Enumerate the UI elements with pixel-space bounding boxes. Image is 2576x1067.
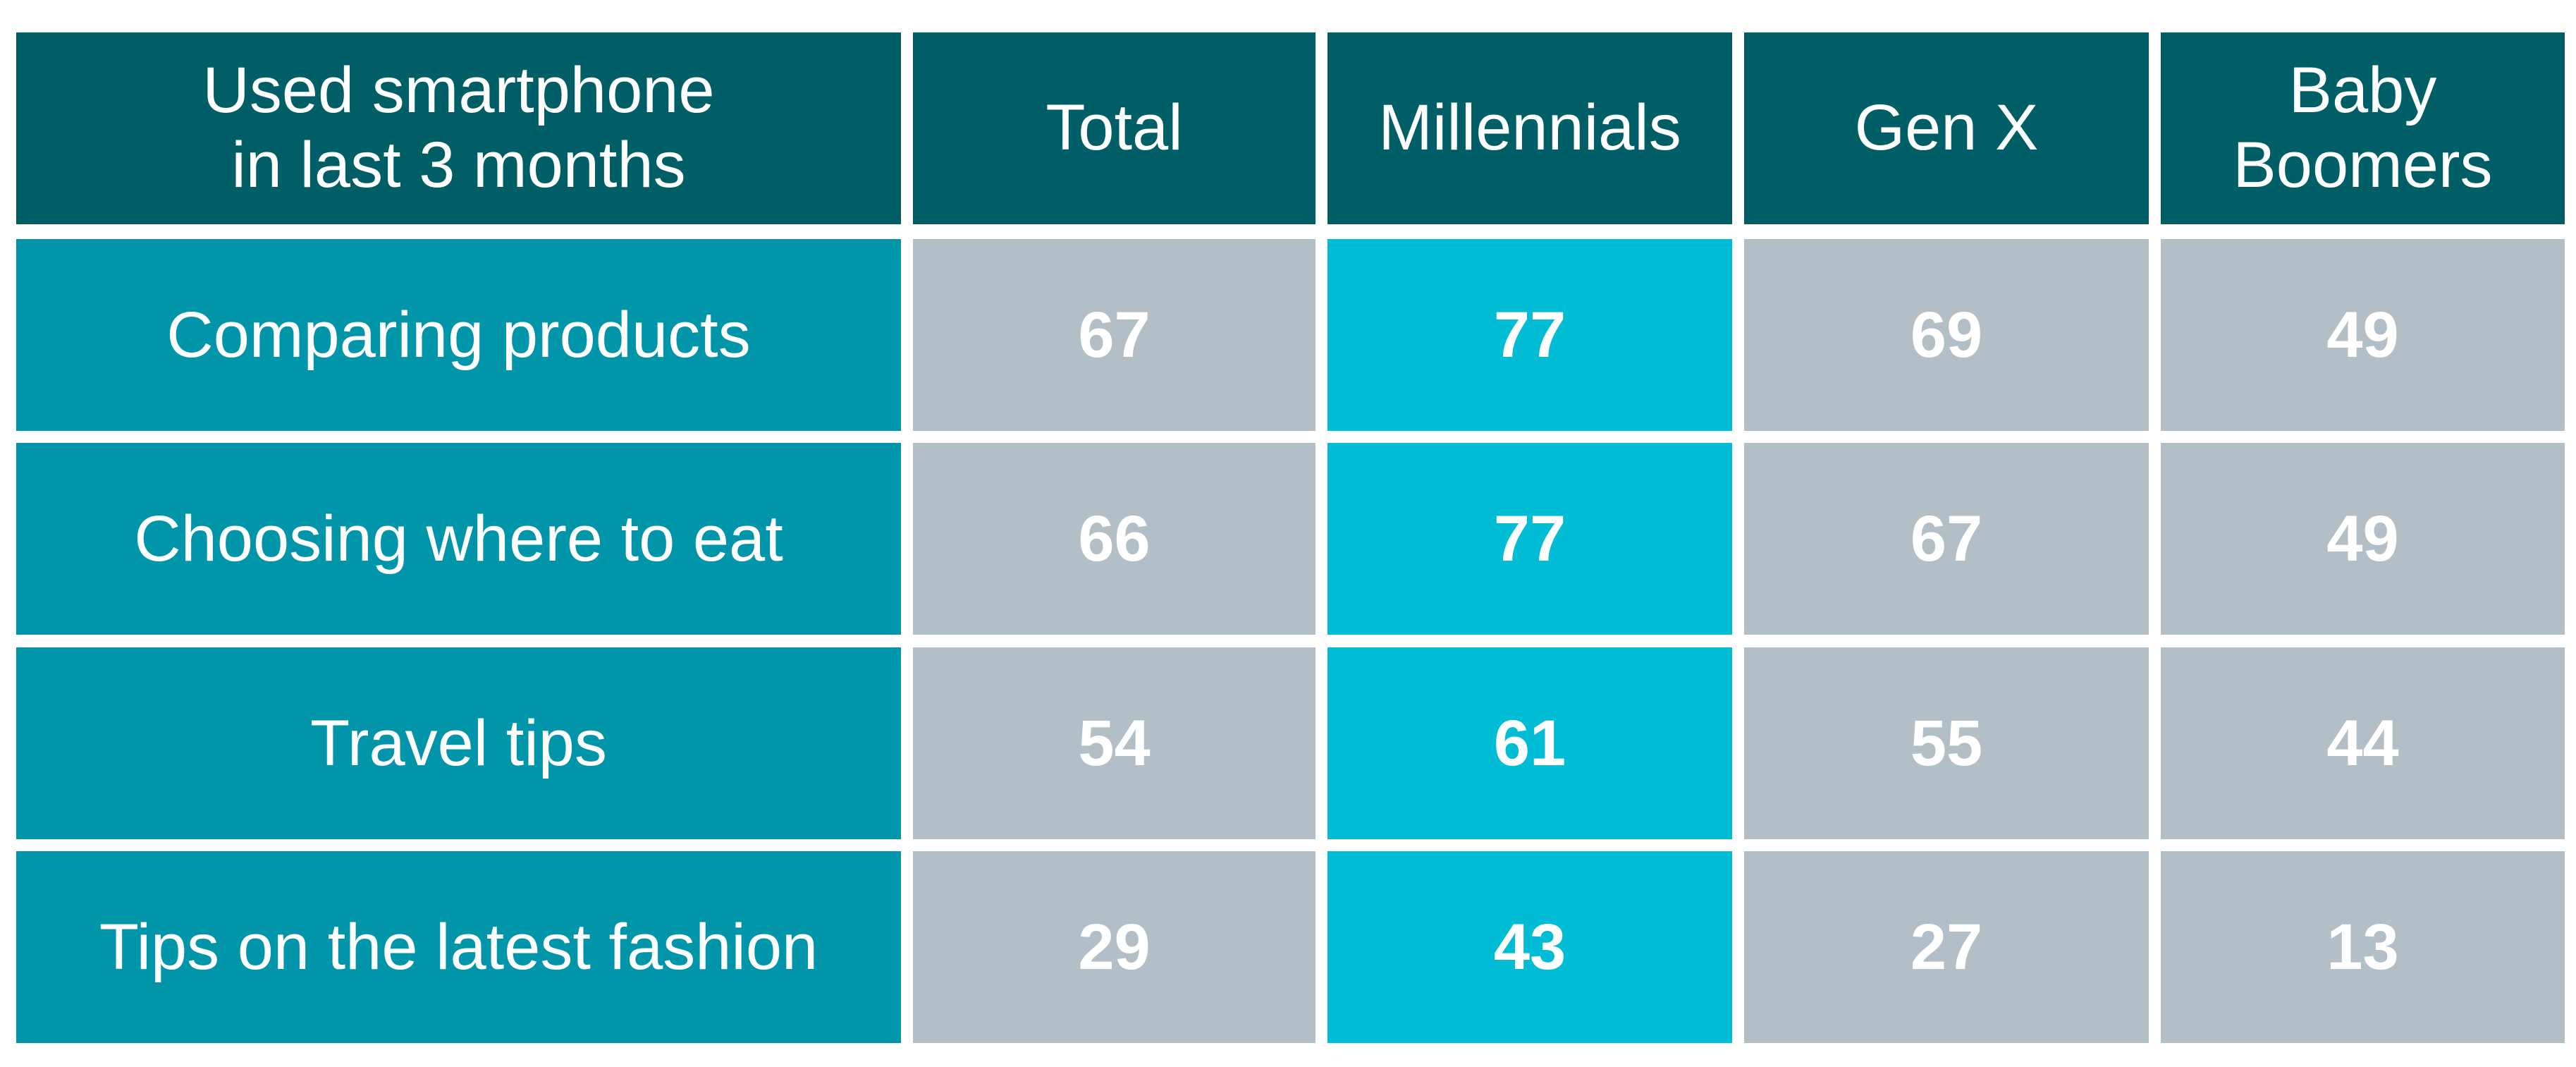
value-cell-text: 77 [1493,298,1566,371]
value-cell-text: 13 [2326,910,2399,983]
column-header: Gen X [1744,32,2149,224]
value-cell-text: 77 [1493,502,1566,575]
value-cell: 13 [2161,851,2565,1043]
row-label: Choosing where to eat [16,443,901,635]
row-label: Travel tips [16,647,901,839]
value-cell-text: 49 [2326,298,2399,371]
value-cell: 77 [1327,239,1732,431]
row-label-text: Tips on the latest fashion [99,910,818,983]
value-cell-text: 55 [1910,707,1983,779]
row-label-text: Travel tips [310,707,607,779]
value-cell-text: 29 [1078,910,1151,983]
value-cell-text: 44 [2326,707,2399,779]
value-cell-text: 66 [1078,502,1151,575]
value-cell: 29 [913,851,1315,1043]
value-cell-text: 27 [1910,910,1983,983]
column-header-text: Gen X [1854,92,2039,164]
value-cell: 69 [1744,239,2149,431]
column-header: Total [913,32,1315,224]
value-cell: 67 [913,239,1315,431]
value-cell-text: 54 [1078,707,1151,779]
value-cell: 55 [1744,647,2149,839]
value-cell: 61 [1327,647,1732,839]
row-label: Tips on the latest fashion [16,851,901,1043]
column-header-text: Used smartphone in last 3 months [202,54,715,201]
value-cell: 77 [1327,443,1732,635]
value-cell: 43 [1327,851,1732,1043]
column-header: Millennials [1327,32,1732,224]
row-label: Comparing products [16,239,901,431]
value-cell-text: 67 [1078,298,1151,371]
column-header-text: Millennials [1378,92,1681,164]
column-header-text: Total [1045,92,1183,164]
value-cell: 67 [1744,443,2149,635]
value-cell-text: 61 [1493,707,1566,779]
value-cell-text: 49 [2326,502,2399,575]
row-label-text: Comparing products [166,298,751,371]
value-cell: 27 [1744,851,2149,1043]
column-header: Used smartphone in last 3 months [16,32,901,224]
value-cell: 44 [2161,647,2565,839]
column-header-text: Baby Boomers [2233,54,2493,201]
value-cell: 49 [2161,443,2565,635]
value-cell-text: 43 [1493,910,1566,983]
value-cell: 54 [913,647,1315,839]
value-cell: 49 [2161,239,2565,431]
column-header: Baby Boomers [2161,32,2565,224]
value-cell-text: 67 [1910,502,1983,575]
row-label-text: Choosing where to eat [134,502,783,575]
value-cell-text: 69 [1910,298,1983,371]
value-cell: 66 [913,443,1315,635]
